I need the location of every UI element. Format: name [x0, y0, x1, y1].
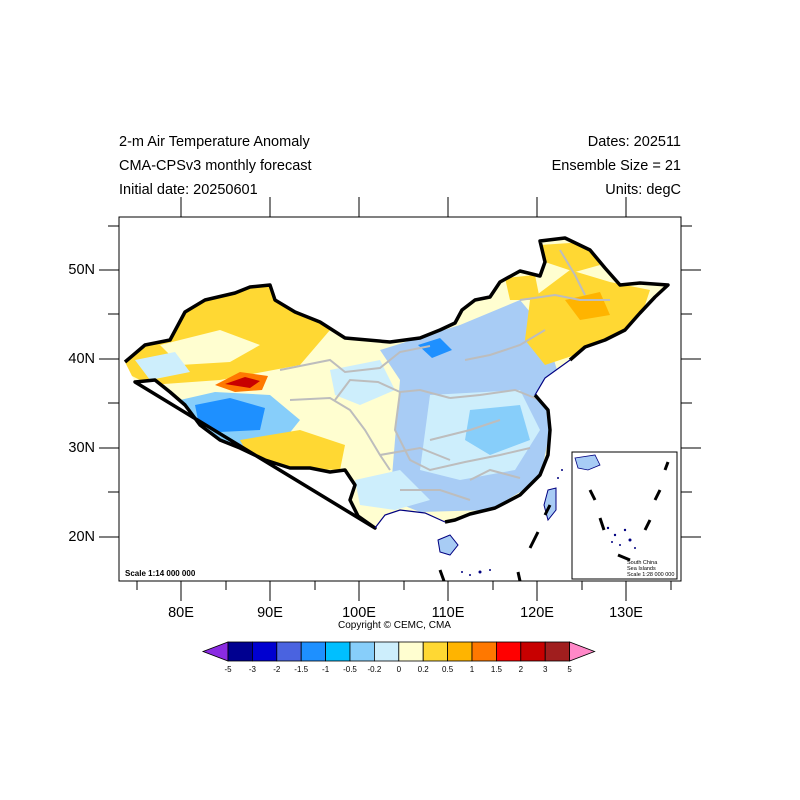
lat-label-40n: 40N	[68, 351, 95, 367]
colorbar-box	[495, 641, 522, 662]
title-line3: Initial date: 20250601	[119, 182, 258, 198]
lat-label-30n: 30N	[68, 440, 95, 456]
colorbar-box	[373, 641, 400, 662]
colorbar-box	[422, 641, 449, 662]
colorbar-tick-label: 1	[469, 665, 475, 674]
tick-marks	[99, 197, 701, 601]
dates-label: Dates: 202511	[587, 134, 681, 150]
colorbar-box	[520, 641, 546, 662]
colorbar-tick-label: -1	[322, 665, 330, 674]
lon-label-90e: 90E	[257, 605, 283, 621]
colorbar-tick-label: -2	[273, 665, 281, 674]
inset-scale: Scale 1:28 000 000	[627, 572, 675, 578]
colorbar-box	[227, 641, 253, 662]
colorbar-box	[447, 641, 473, 662]
province-lines	[279, 249, 610, 501]
colorbar-tick-label: -3	[248, 665, 256, 674]
lon-label-80e: 80E	[168, 605, 194, 621]
colorbar-box	[300, 641, 327, 662]
colorbar-box	[349, 641, 375, 662]
colorbar-box	[471, 641, 497, 662]
lat-label-20n: 20N	[68, 529, 95, 545]
colorbar-box	[325, 641, 351, 662]
copyright-text: Copyright © CEMC, CMA	[338, 620, 451, 631]
colorbar-tick-label: 2	[518, 665, 524, 674]
colorbar-box	[251, 641, 278, 662]
china-border	[123, 236, 670, 530]
colorbar-tick-label: 0.5	[442, 665, 454, 674]
ensemble-size-label: Ensemble Size = 21	[551, 158, 681, 174]
colorbar-tick-label: 0.2	[417, 665, 429, 674]
nine-dash-line	[438, 504, 552, 582]
inset-title1: South China	[627, 560, 658, 566]
colorbar-box	[544, 641, 571, 662]
colorbar-tick-label: -0.2	[367, 665, 382, 674]
title-line2: CMA-CPSv3 monthly forecast	[119, 158, 312, 174]
lat-label-50n: 50N	[68, 262, 95, 278]
colorbar-tick-label: 3	[542, 665, 548, 674]
lon-label-130e: 130E	[609, 605, 643, 621]
colorbar-tick-label: 5	[567, 665, 572, 674]
colorbar-right-arrow	[569, 641, 596, 662]
units-label: Units: degC	[605, 182, 681, 198]
lon-label-100e: 100E	[342, 605, 376, 621]
colorbar-box	[398, 641, 424, 662]
colorbar-tick-label: -5	[224, 665, 232, 674]
islands-small	[461, 469, 563, 576]
lon-label-110e: 110E	[431, 605, 465, 621]
title-line1: 2-m Air Temperature Anomaly	[119, 134, 310, 150]
main-scale-label: Scale 1:14 000 000	[125, 569, 196, 578]
colorbar-box	[276, 641, 302, 662]
inset-title2: Sea Islands	[627, 566, 656, 572]
colorbar-tick-label: 0	[396, 665, 402, 674]
colorbar-tick-label: -1.5	[294, 665, 309, 674]
colorbar-left-arrow	[201, 641, 229, 662]
inset-map	[571, 451, 678, 580]
coastline	[374, 359, 571, 529]
colorbar	[201, 641, 596, 662]
lon-label-120e: 120E	[520, 605, 554, 621]
hainan-island	[437, 534, 459, 556]
colorbar-tick-label: 1.5	[490, 665, 502, 674]
colorbar-tick-label: -0.5	[343, 665, 357, 674]
